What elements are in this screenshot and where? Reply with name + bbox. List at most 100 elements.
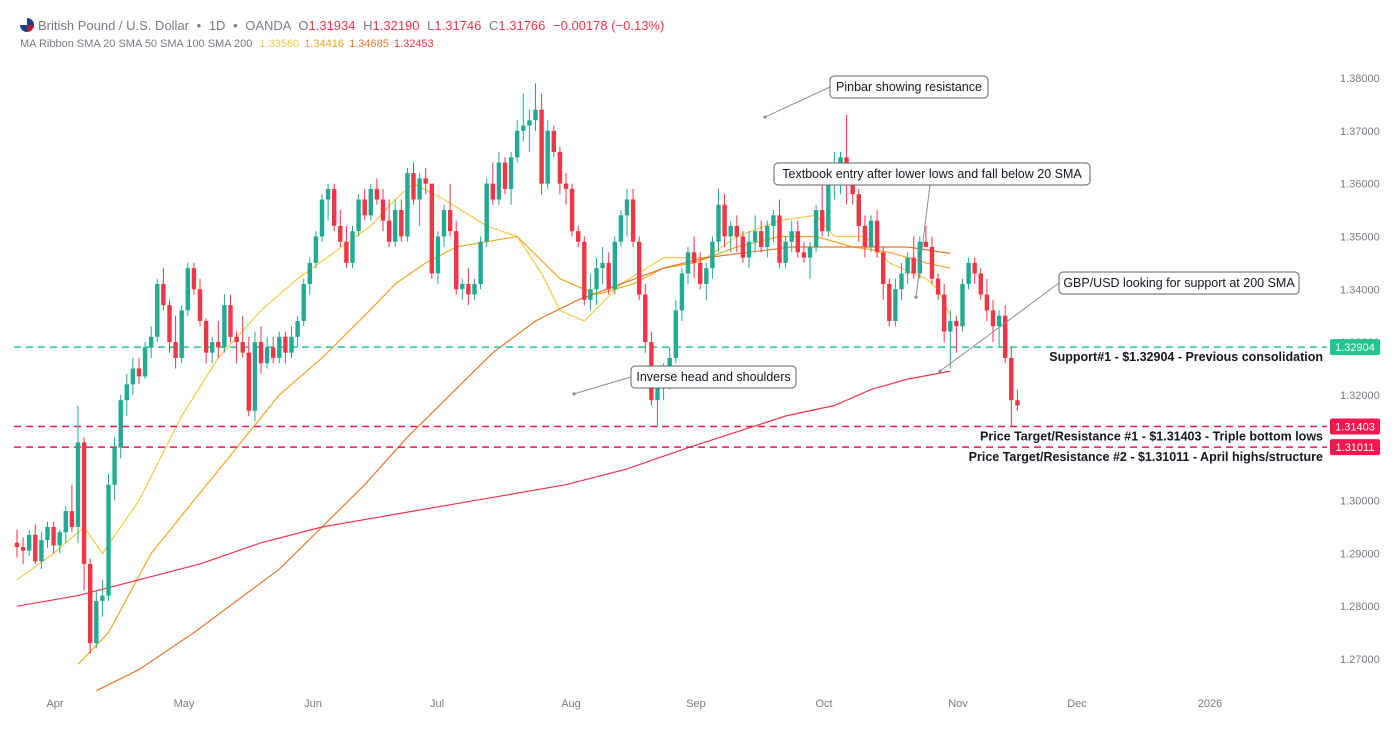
interval-label[interactable]: 1D: [208, 18, 226, 33]
annotation-text: Inverse head and shoulders: [636, 370, 790, 384]
candle-body: [679, 273, 685, 311]
candle-body: [612, 241, 617, 290]
candle-body: [173, 342, 178, 358]
y-tick-label: 1.30000: [1340, 496, 1380, 508]
candle-body: [508, 157, 514, 189]
candle-body: [685, 252, 691, 274]
candle-body: [118, 400, 123, 448]
candle-body: [813, 210, 819, 248]
candle-body: [393, 210, 398, 242]
annotation-text: Textbook entry after lower lows and fall…: [782, 167, 1082, 181]
candle-body: [81, 442, 87, 564]
sma-line-sma200: [16, 370, 951, 607]
candle-body: [734, 225, 739, 237]
candle-body: [307, 262, 312, 284]
candle-body: [820, 210, 825, 232]
candle-body: [228, 305, 233, 337]
symbol-title[interactable]: British Pound / U.S. Dollar: [38, 18, 190, 33]
low-label: L: [427, 18, 435, 33]
candle-body: [374, 188, 380, 200]
candle-body: [319, 199, 325, 237]
time-axis[interactable]: Apr May Jun Jul Aug Sep Oct Nov Dec 2026: [46, 698, 1222, 710]
candle-body: [246, 352, 251, 411]
candle-body: [746, 241, 752, 258]
close-value: 1.31766: [498, 18, 546, 33]
candle-body: [655, 384, 660, 401]
candle-body: [283, 336, 288, 353]
candle-body: [185, 268, 190, 311]
candle-body: [667, 357, 672, 369]
candle-body: [472, 283, 477, 295]
candle-body: [27, 534, 32, 551]
annotation-connector: [764, 86, 831, 118]
chart-annotations: Pinbar showing resistance Textbook entry …: [572, 75, 1300, 396]
y-tick-label: 1.34000: [1340, 284, 1380, 296]
price-label-text: 1.31011: [1336, 442, 1375, 454]
y-tick-label: 1.28000: [1340, 601, 1380, 613]
candle-body: [728, 225, 733, 237]
candle-body: [325, 188, 331, 200]
candle-body: [350, 231, 355, 263]
candle-body: [478, 241, 483, 284]
price-label-box: [1330, 418, 1380, 435]
candle-body: [752, 231, 758, 242]
candle-body: [466, 283, 471, 295]
candle-body: [777, 215, 782, 263]
candle-body: [313, 236, 319, 263]
candle-body: [917, 241, 922, 274]
annotation-box: [630, 365, 797, 389]
candle-body: [569, 188, 575, 232]
candle-body: [14, 542, 20, 548]
candle-body: [289, 336, 294, 353]
candle-body: [45, 526, 50, 541]
sma20-value: 1.33560: [259, 38, 300, 50]
candle-body: [533, 109, 538, 121]
candle-body: [423, 178, 428, 184]
price-axis[interactable]: 1.380001.370001.360001.350001.340001.330…: [1340, 73, 1380, 666]
candle-body: [691, 252, 697, 263]
candle-body: [484, 183, 489, 242]
close-label: C: [489, 18, 499, 33]
candle-body: [490, 183, 495, 200]
annotation-text: GBP/USD looking for support at 200 SMA: [1063, 276, 1295, 290]
candle-body: [563, 183, 569, 189]
candle-body: [618, 215, 624, 242]
x-tick-label: Jun: [304, 698, 322, 710]
candle-body: [20, 547, 26, 551]
candle-body: [942, 294, 947, 332]
candle-body: [149, 336, 154, 348]
annotation-anchor-dot: [572, 392, 576, 396]
candle-body: [88, 563, 93, 644]
legend-row-ma: MA Ribbon SMA 20 SMA 50 SMA 100 SMA 200 …: [20, 38, 664, 50]
candle-body: [606, 262, 611, 290]
candle-body: [447, 210, 453, 232]
annotation-box: [829, 75, 989, 99]
candle-body: [51, 526, 56, 546]
candle-body: [899, 273, 904, 290]
candle-body: [795, 231, 800, 253]
candle-body: [386, 220, 392, 242]
level-label: Price Target/Resistance #2 - $1.31011 - …: [969, 450, 1323, 464]
candle-body: [990, 310, 996, 327]
candle-body: [960, 283, 965, 327]
candle-body: [155, 283, 160, 337]
candle-body: [356, 199, 361, 232]
candle-body: [69, 511, 75, 527]
candle-body: [588, 289, 593, 300]
annotation-anchor-dot: [763, 115, 767, 119]
candle-body: [344, 241, 349, 263]
candlestick-series: [14, 83, 1020, 654]
candle-body: [502, 162, 508, 189]
x-tick-label: Sep: [686, 698, 706, 710]
sma200-value: 1.32453: [393, 38, 434, 50]
candle-body: [362, 199, 367, 216]
candle-body: [978, 273, 983, 295]
price-label-text: 1.31403: [1335, 421, 1375, 433]
candle-body: [783, 241, 788, 263]
candle-body: [582, 241, 587, 300]
candle-body: [698, 262, 703, 284]
ma-ribbon-label[interactable]: MA Ribbon SMA 20 SMA 50 SMA 100 SMA 200: [20, 38, 253, 50]
high-label: H: [363, 18, 373, 33]
candle-body: [801, 252, 807, 258]
